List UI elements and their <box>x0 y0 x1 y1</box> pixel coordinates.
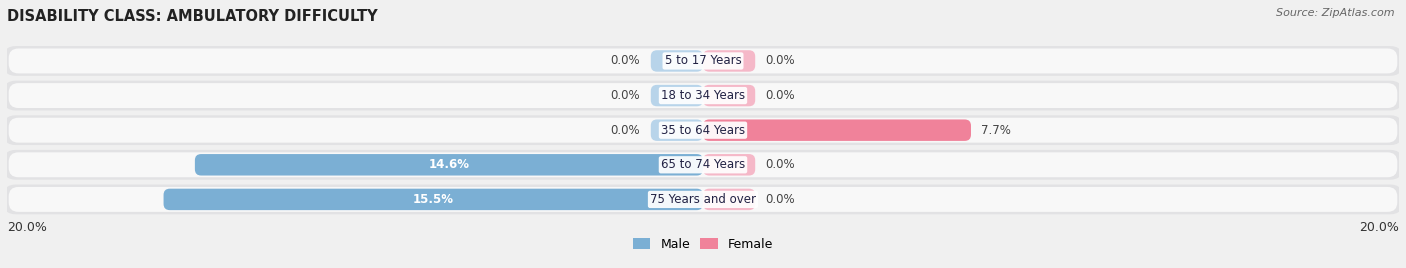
Text: 7.7%: 7.7% <box>981 124 1011 137</box>
Text: 0.0%: 0.0% <box>766 158 796 171</box>
Text: 20.0%: 20.0% <box>7 221 46 234</box>
FancyBboxPatch shape <box>651 120 703 141</box>
Text: Source: ZipAtlas.com: Source: ZipAtlas.com <box>1277 8 1395 18</box>
Text: 0.0%: 0.0% <box>766 193 796 206</box>
FancyBboxPatch shape <box>8 49 1398 73</box>
FancyBboxPatch shape <box>3 81 1403 110</box>
Text: 0.0%: 0.0% <box>766 54 796 68</box>
FancyBboxPatch shape <box>703 154 755 176</box>
FancyBboxPatch shape <box>8 187 1398 212</box>
FancyBboxPatch shape <box>8 83 1398 108</box>
FancyBboxPatch shape <box>703 50 755 72</box>
FancyBboxPatch shape <box>3 46 1403 76</box>
Text: 75 Years and over: 75 Years and over <box>650 193 756 206</box>
Text: 35 to 64 Years: 35 to 64 Years <box>661 124 745 137</box>
Text: 20.0%: 20.0% <box>1360 221 1399 234</box>
FancyBboxPatch shape <box>3 115 1403 145</box>
FancyBboxPatch shape <box>195 154 703 176</box>
FancyBboxPatch shape <box>703 120 972 141</box>
FancyBboxPatch shape <box>3 185 1403 214</box>
FancyBboxPatch shape <box>703 85 755 106</box>
FancyBboxPatch shape <box>651 85 703 106</box>
Text: 65 to 74 Years: 65 to 74 Years <box>661 158 745 171</box>
FancyBboxPatch shape <box>163 189 703 210</box>
Text: 0.0%: 0.0% <box>610 124 640 137</box>
FancyBboxPatch shape <box>3 150 1403 180</box>
Text: 14.6%: 14.6% <box>429 158 470 171</box>
FancyBboxPatch shape <box>8 152 1398 177</box>
Legend: Male, Female: Male, Female <box>628 233 778 256</box>
Text: 18 to 34 Years: 18 to 34 Years <box>661 89 745 102</box>
Text: 0.0%: 0.0% <box>610 89 640 102</box>
FancyBboxPatch shape <box>651 50 703 72</box>
Text: 5 to 17 Years: 5 to 17 Years <box>665 54 741 68</box>
FancyBboxPatch shape <box>703 189 755 210</box>
Text: 15.5%: 15.5% <box>413 193 454 206</box>
Text: 0.0%: 0.0% <box>610 54 640 68</box>
Text: 0.0%: 0.0% <box>766 89 796 102</box>
Text: DISABILITY CLASS: AMBULATORY DIFFICULTY: DISABILITY CLASS: AMBULATORY DIFFICULTY <box>7 9 378 24</box>
FancyBboxPatch shape <box>8 118 1398 143</box>
